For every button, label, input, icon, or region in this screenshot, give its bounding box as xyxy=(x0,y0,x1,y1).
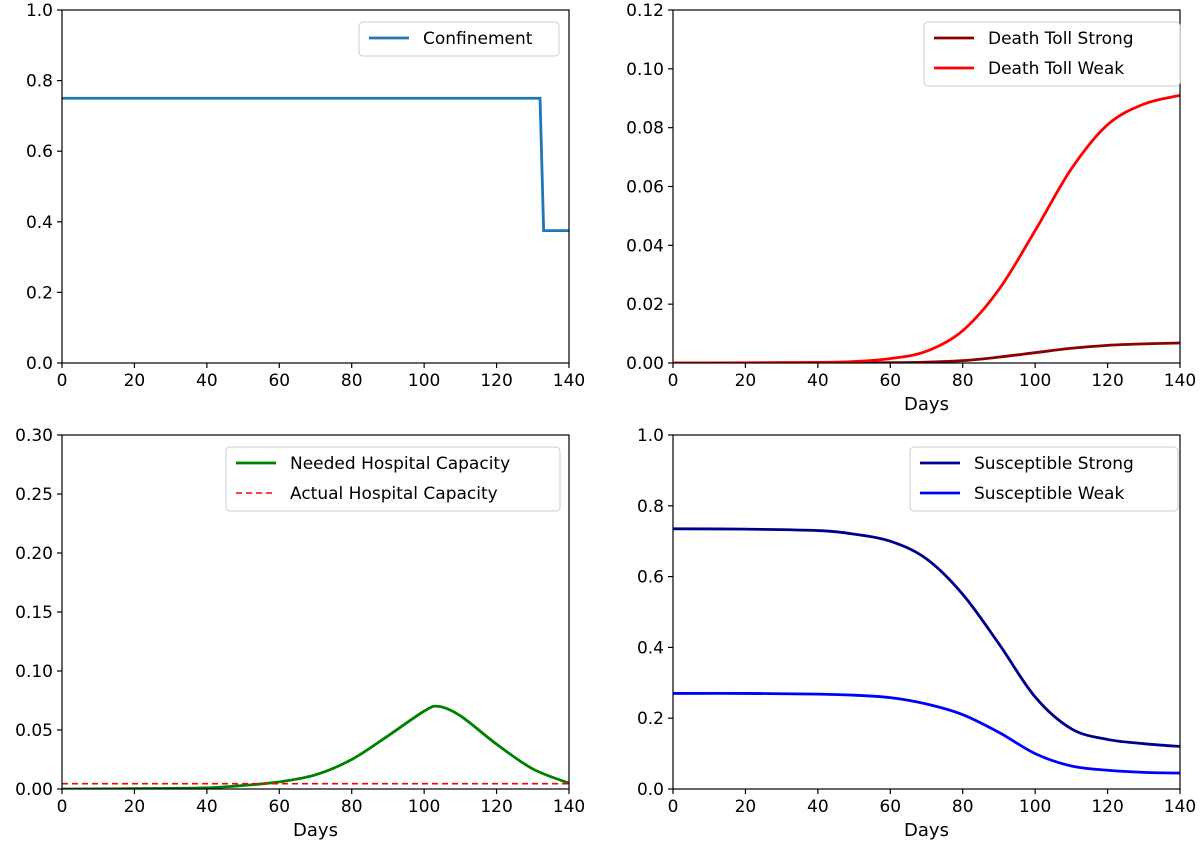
x-tick-label: 40 xyxy=(196,797,218,817)
x-tick-label: 80 xyxy=(952,371,974,391)
x-tick-label: 100 xyxy=(408,797,440,817)
legend-box xyxy=(923,21,1181,87)
y-tick-label: 0.15 xyxy=(15,603,53,623)
susceptible-chart: 0 20 40 60 80 100 120 140 0.0 0.2 0.4 0.6 0.8 1.0 Days… xyxy=(637,426,1196,841)
legend-label: Confinement xyxy=(423,29,533,49)
legend-box xyxy=(225,446,561,512)
y-tick-label: 0.06 xyxy=(626,178,664,198)
x-tick-label: 140 xyxy=(553,797,585,817)
confinement-chart: 0 20 40 60 80 100 120 140 0.0 0.2 0.4 0.6 0.8 1.0 Conf… xyxy=(26,1,585,391)
series-line-death-toll-strong xyxy=(673,341,1180,363)
legend-label: Susceptible Weak xyxy=(974,484,1124,504)
x-tick-label: 100 xyxy=(1019,797,1051,817)
x-tick-label: 60 xyxy=(879,797,901,817)
x-tick-label: 40 xyxy=(807,797,829,817)
x-tick-label: 20 xyxy=(124,371,146,391)
x-tick-label: 60 xyxy=(879,371,901,391)
x-tick-label: 40 xyxy=(807,371,829,391)
y-tick-label: 0.6 xyxy=(637,568,664,588)
y-tick-label: 0.20 xyxy=(15,544,53,564)
series-line-confinement xyxy=(62,96,569,233)
y-tick-label: 0.10 xyxy=(626,60,664,80)
legend-box xyxy=(909,446,1179,512)
legend-label: Actual Hospital Capacity xyxy=(290,484,498,504)
x-tick-label: 60 xyxy=(268,371,290,391)
x-axis-label: Days xyxy=(293,820,338,841)
y-tick-label: 0.02 xyxy=(626,295,664,315)
y-tick-label: 0.8 xyxy=(26,72,53,92)
legend-box xyxy=(358,21,560,57)
x-tick-label: 0 xyxy=(57,797,68,817)
x-tick-label: 20 xyxy=(735,797,757,817)
death-toll-chart: 0 20 40 60 80 100 120 140 0.00 0.02 0.04 0.06 0.08 0.… xyxy=(626,1,1196,415)
x-tick-label: 40 xyxy=(196,371,218,391)
y-tick-label: 0.00 xyxy=(15,780,53,800)
x-tick-label: 0 xyxy=(668,797,679,817)
legend-label: Susceptible Strong xyxy=(974,454,1134,474)
y-tick-label: 0.12 xyxy=(626,1,664,21)
y-tick-label: 1.0 xyxy=(26,1,53,21)
x-tick-label: 60 xyxy=(268,797,290,817)
plot-frame xyxy=(672,434,1181,790)
x-tick-label: 0 xyxy=(668,371,679,391)
y-tick-label: 0.2 xyxy=(26,283,53,303)
y-tick-label: 0.2 xyxy=(637,709,664,729)
x-axis-label: Days xyxy=(904,820,949,841)
x-tick-label: 120 xyxy=(480,371,512,391)
hospital-capacity-chart: 0 20 40 60 80 100 120 140 0.00 0.05 0.10 0.15 0.20 0.… xyxy=(15,426,585,841)
series-line-death-toll-weak xyxy=(673,93,1180,363)
y-tick-label: 0.30 xyxy=(15,426,53,446)
y-tick-label: 0.04 xyxy=(626,236,664,256)
x-tick-label: 80 xyxy=(341,371,363,391)
x-tick-label: 20 xyxy=(735,371,757,391)
y-tick-label: 0.6 xyxy=(26,142,53,162)
y-tick-label: 0.0 xyxy=(26,354,53,374)
series-line-susceptible-strong xyxy=(673,527,1180,748)
y-tick-label: 0.25 xyxy=(15,485,53,505)
x-tick-label: 20 xyxy=(124,797,146,817)
x-tick-label: 120 xyxy=(1091,797,1123,817)
x-tick-label: 100 xyxy=(1019,371,1051,391)
x-tick-label: 140 xyxy=(1164,371,1196,391)
y-tick-label: 0.0 xyxy=(637,780,664,800)
x-tick-label: 140 xyxy=(1164,797,1196,817)
x-tick-label: 120 xyxy=(1091,371,1123,391)
x-axis-label: Days xyxy=(904,394,949,415)
x-tick-label: 140 xyxy=(553,371,585,391)
series-line-needed-hospital-capacity xyxy=(62,704,569,789)
y-tick-label: 0.4 xyxy=(637,638,664,658)
x-tick-label: 80 xyxy=(341,797,363,817)
x-tick-label: 0 xyxy=(57,371,68,391)
y-tick-label: 0.05 xyxy=(15,721,53,741)
series-line-susceptible-weak xyxy=(673,691,1180,775)
y-tick-label: 0.8 xyxy=(637,497,664,517)
legend-label: Needed Hospital Capacity xyxy=(290,454,510,474)
y-tick-label: 0.4 xyxy=(26,213,53,233)
y-tick-label: 0.00 xyxy=(626,354,664,374)
legend-label: Death Toll Weak xyxy=(988,59,1124,79)
y-tick-label: 0.10 xyxy=(15,662,53,682)
legend-label: Death Toll Strong xyxy=(988,29,1134,49)
plot-frame xyxy=(61,9,570,364)
x-tick-label: 80 xyxy=(952,797,974,817)
x-tick-label: 100 xyxy=(408,371,440,391)
y-tick-label: 1.0 xyxy=(637,426,664,446)
x-tick-label: 120 xyxy=(480,797,512,817)
y-tick-label: 0.08 xyxy=(626,119,664,139)
